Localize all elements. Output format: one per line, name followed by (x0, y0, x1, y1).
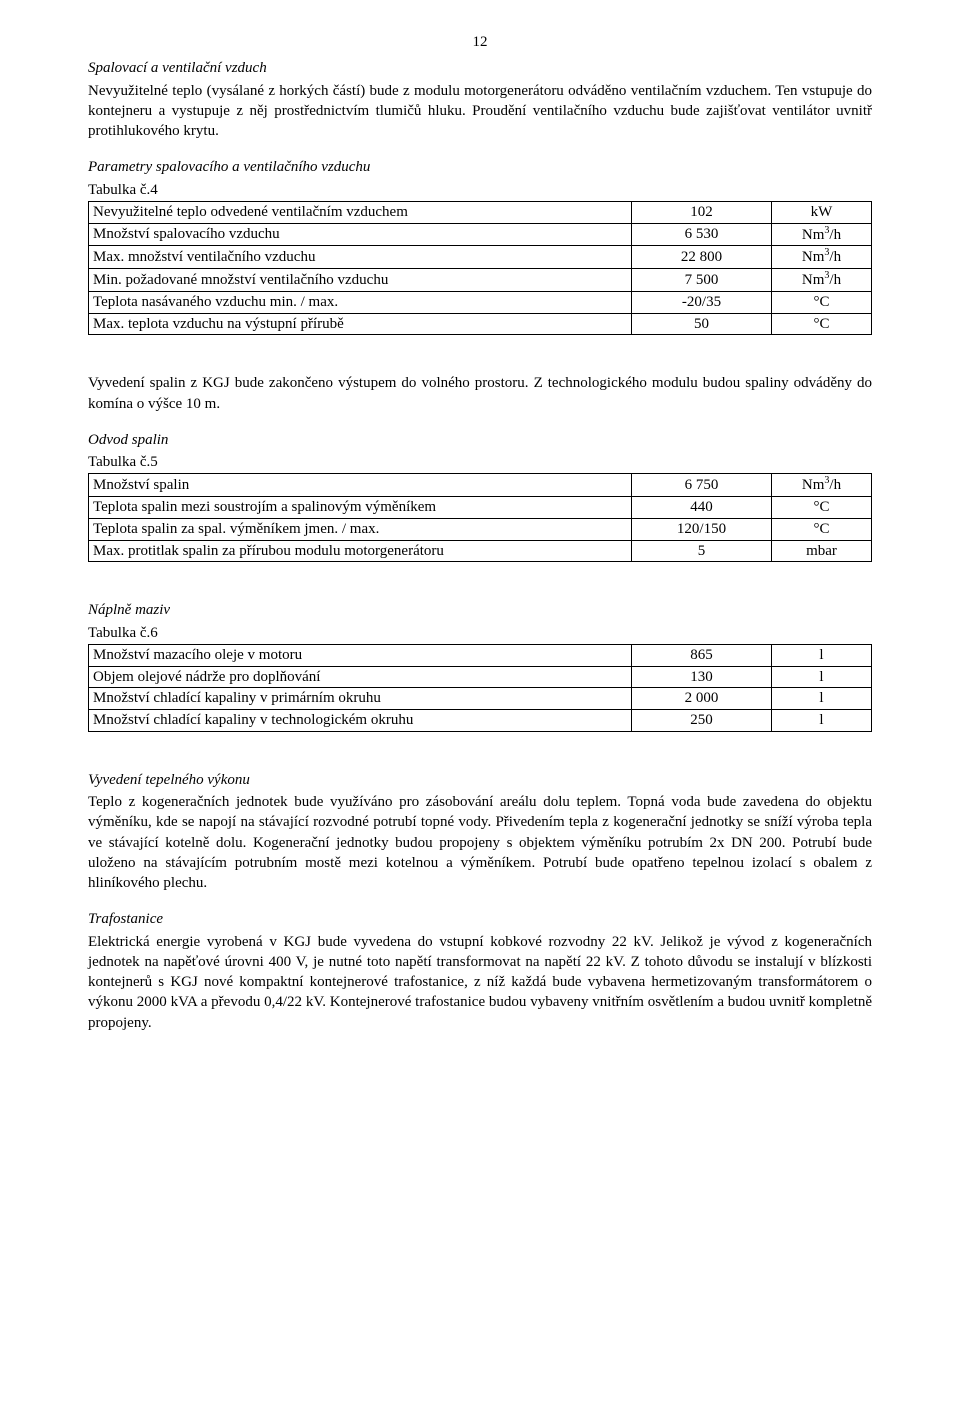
table-row: Nevyužitelné teplo odvedené ventilačním … (89, 201, 872, 223)
cell-value: 7 500 (632, 269, 772, 292)
cell-unit: l (772, 644, 872, 666)
cell-value: 440 (632, 497, 772, 519)
table-row: Teplota spalin mezi soustrojím a spalino… (89, 497, 872, 519)
cell-value: 6 750 (632, 474, 772, 497)
cell-value: 50 (632, 313, 772, 335)
heading-spalovaci: Spalovací a ventilační vzduch (88, 58, 872, 78)
cell-value: 6 530 (632, 223, 772, 246)
cell-value: -20/35 (632, 291, 772, 313)
table-row: Objem olejové nádrže pro doplňování 130 … (89, 666, 872, 688)
paragraph-vyvedeni-spalin: Vyvedení spalin z KGJ bude zakončeno výs… (88, 373, 872, 414)
cell-unit: °C (772, 518, 872, 540)
cell-label: Teplota nasávaného vzduchu min. / max. (89, 291, 632, 313)
heading-vyvedeni-tep: Vyvedení tepelného výkonu (88, 770, 872, 790)
table-row: Množství chladící kapaliny v primárním o… (89, 688, 872, 710)
table-5: Množství spalin 6 750 Nm3/h Teplota spal… (88, 473, 872, 562)
cell-value: 2 000 (632, 688, 772, 710)
cell-label: Množství mazacího oleje v motoru (89, 644, 632, 666)
table-4: Nevyužitelné teplo odvedené ventilačním … (88, 201, 872, 336)
table-row: Max. množství ventilačního vzduchu 22 80… (89, 246, 872, 269)
table-row: Min. požadované množství ventilačního vz… (89, 269, 872, 292)
table-row: Max. teplota vzduchu na výstupní přírubě… (89, 313, 872, 335)
table-row: Množství mazacího oleje v motoru 865 l (89, 644, 872, 666)
cell-label: Max. protitlak spalin za přírubou modulu… (89, 540, 632, 562)
cell-unit: °C (772, 291, 872, 313)
table-row: Teplota spalin za spal. výměníkem jmen. … (89, 518, 872, 540)
table-row: Teplota nasávaného vzduchu min. / max. -… (89, 291, 872, 313)
cell-value: 5 (632, 540, 772, 562)
page-number: 12 (88, 32, 872, 52)
table-row: Množství chladící kapaliny v technologic… (89, 710, 872, 732)
table-label-4: Tabulka č.4 (88, 180, 872, 200)
cell-value: 250 (632, 710, 772, 732)
cell-unit: l (772, 666, 872, 688)
paragraph-spalovaci: Nevyužitelné teplo (vysálané z horkých č… (88, 81, 872, 142)
cell-unit: Nm3/h (772, 474, 872, 497)
cell-value: 865 (632, 644, 772, 666)
table-row: Max. protitlak spalin za přírubou modulu… (89, 540, 872, 562)
cell-value: 130 (632, 666, 772, 688)
cell-unit: °C (772, 313, 872, 335)
heading-parametry: Parametry spalovacího a ventilačního vzd… (88, 157, 872, 177)
cell-unit: °C (772, 497, 872, 519)
cell-unit: kW (772, 201, 872, 223)
cell-label: Max. teplota vzduchu na výstupní přírubě (89, 313, 632, 335)
cell-unit: Nm3/h (772, 269, 872, 292)
cell-label: Množství spalin (89, 474, 632, 497)
cell-label: Množství spalovacího vzduchu (89, 223, 632, 246)
cell-unit: Nm3/h (772, 223, 872, 246)
cell-label: Množství chladící kapaliny v primárním o… (89, 688, 632, 710)
cell-unit: Nm3/h (772, 246, 872, 269)
cell-unit: l (772, 688, 872, 710)
cell-value: 22 800 (632, 246, 772, 269)
table-label-6: Tabulka č.6 (88, 623, 872, 643)
cell-label: Teplota spalin mezi soustrojím a spalino… (89, 497, 632, 519)
cell-label: Min. požadované množství ventilačního vz… (89, 269, 632, 292)
table-row: Množství spalin 6 750 Nm3/h (89, 474, 872, 497)
heading-odvod: Odvod spalin (88, 430, 872, 450)
cell-label: Objem olejové nádrže pro doplňování (89, 666, 632, 688)
paragraph-trafostanice: Elektrická energie vyrobená v KGJ bude v… (88, 932, 872, 1033)
heading-trafostanice: Trafostanice (88, 909, 872, 929)
cell-label: Nevyužitelné teplo odvedené ventilačním … (89, 201, 632, 223)
cell-label: Teplota spalin za spal. výměníkem jmen. … (89, 518, 632, 540)
cell-unit: l (772, 710, 872, 732)
cell-value: 120/150 (632, 518, 772, 540)
heading-naplne: Náplně maziv (88, 600, 872, 620)
table-row: Množství spalovacího vzduchu 6 530 Nm3/h (89, 223, 872, 246)
paragraph-vyvedeni-tep: Teplo z kogeneračních jednotek bude využ… (88, 792, 872, 893)
cell-unit: mbar (772, 540, 872, 562)
cell-label: Množství chladící kapaliny v technologic… (89, 710, 632, 732)
table-6: Množství mazacího oleje v motoru 865 l O… (88, 644, 872, 732)
cell-label: Max. množství ventilačního vzduchu (89, 246, 632, 269)
table-label-5: Tabulka č.5 (88, 452, 872, 472)
cell-value: 102 (632, 201, 772, 223)
